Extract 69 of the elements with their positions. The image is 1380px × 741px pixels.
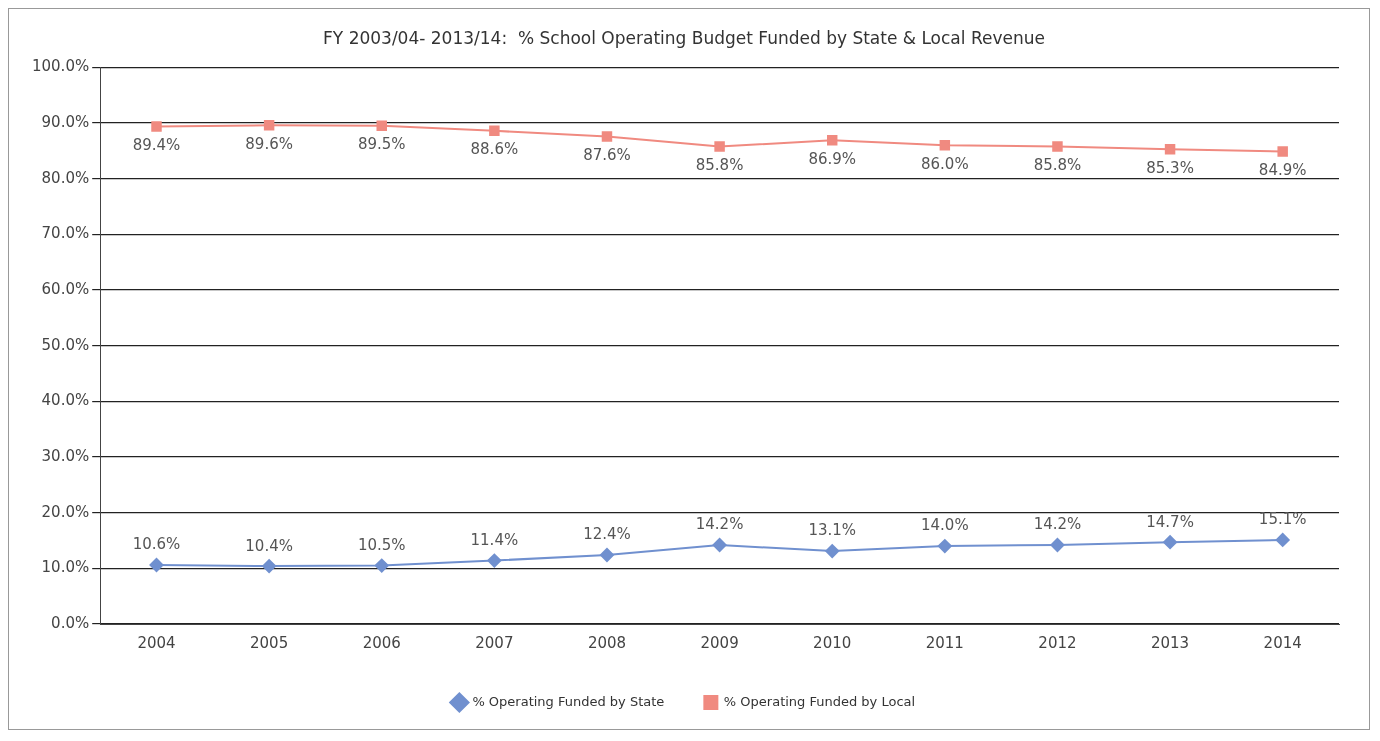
point <box>487 553 502 568</box>
data-label: 88.6% <box>470 140 519 159</box>
data-label: 12.4% <box>583 525 631 544</box>
y-tick-label: 70.0% <box>41 224 90 243</box>
x-tick-label: 2006 <box>362 633 401 652</box>
point <box>1164 143 1176 155</box>
data-label: 89.4% <box>132 135 181 154</box>
data-label: 87.6% <box>583 145 631 164</box>
point <box>376 120 387 132</box>
point <box>489 125 500 137</box>
y-tick-label: 40.0% <box>41 391 90 410</box>
point <box>1275 532 1290 547</box>
y-tick-label: 100.0% <box>31 57 90 76</box>
x-tick-label: 2009 <box>700 633 739 652</box>
point <box>825 544 840 559</box>
legend-label: % Operating Funded by Local <box>723 693 916 709</box>
x-tick-label: 2008 <box>587 633 627 652</box>
point <box>939 140 951 151</box>
data-label: 14.2% <box>1033 515 1082 534</box>
data-label: 85.3% <box>1146 158 1194 177</box>
point <box>1050 537 1065 552</box>
y-tick-label: 0.0% <box>51 613 90 632</box>
point <box>149 558 164 572</box>
y-tick-label: 60.0% <box>41 279 90 298</box>
data-label: 86.0% <box>921 154 969 173</box>
data-label: 86.9% <box>808 149 857 168</box>
data-label: 89.6% <box>245 134 293 153</box>
data-label: 15.1% <box>1258 510 1307 529</box>
point <box>937 539 952 554</box>
point <box>1277 146 1288 157</box>
legend-label: % Operating Funded by State <box>472 693 665 709</box>
chart-title: FY 2003/04- 2013/14: % School Operating Budget Funded by State & Local Revenue <box>323 27 1045 48</box>
y-tick-label: 20.0% <box>41 502 90 521</box>
x-tick-label: 2011 <box>925 633 964 652</box>
data-label: 85.8% <box>1033 155 1082 174</box>
point <box>262 559 277 574</box>
x-tick-label: 2014 <box>1263 633 1302 652</box>
point <box>151 121 162 132</box>
data-label: 10.5% <box>357 535 406 554</box>
y-tick-label: 80.0% <box>41 168 90 187</box>
x-tick-label: 2013 <box>1150 633 1190 652</box>
data-label: 10.4% <box>245 536 293 555</box>
data-label: 11.4% <box>470 530 519 549</box>
data-label: 14.7% <box>1146 512 1194 531</box>
x-tick-label: 2007 <box>475 633 514 652</box>
point <box>826 135 838 146</box>
point <box>601 131 613 142</box>
x-tick-label: 2010 <box>813 633 852 652</box>
point <box>1052 141 1063 152</box>
data-label: 84.9% <box>1258 160 1307 179</box>
point <box>599 547 614 562</box>
data-label: 10.6% <box>132 535 181 554</box>
data-label: 13.1% <box>808 521 857 540</box>
x-tick-label: 2012 <box>1038 633 1077 652</box>
point <box>263 120 275 131</box>
y-tick-label: 90.0% <box>41 112 90 131</box>
point <box>714 141 725 152</box>
data-label: 89.5% <box>357 135 406 154</box>
y-tick-label: 10.0% <box>41 558 90 577</box>
data-label: 14.2% <box>695 515 744 534</box>
data-label: 14.0% <box>921 516 969 535</box>
x-tick-label: 2005 <box>250 633 289 652</box>
data-label: 85.8% <box>695 155 744 174</box>
y-tick-label: 50.0% <box>41 335 90 354</box>
x-tick-label: 2004 <box>137 633 176 652</box>
point <box>1163 535 1178 550</box>
point <box>374 558 389 573</box>
y-tick-label: 30.0% <box>41 446 90 465</box>
point <box>712 537 727 552</box>
